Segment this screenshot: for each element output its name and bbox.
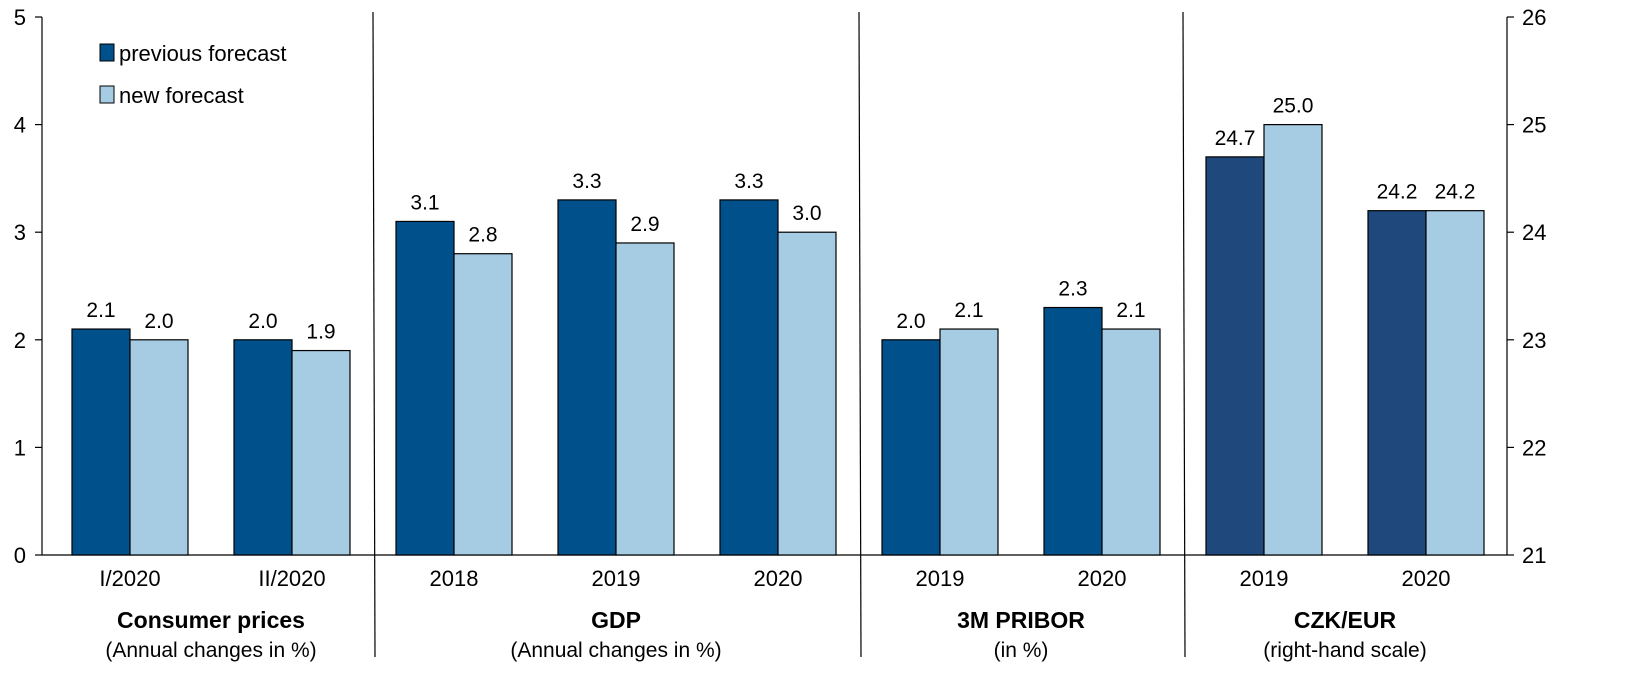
left-tick-label: 5 [14, 5, 26, 30]
group-separator [1182, 11, 1186, 658]
bar-previous [1367, 210, 1427, 556]
data-label: 2.9 [630, 213, 659, 236]
data-labels-layer: 2.1 2.0 2.0 1.9 3.1 2.8 3.3 2.9 3.3 3.0 2.0 2.1 2.3 2… [86, 95, 1475, 344]
group-title: GDP [591, 607, 641, 633]
group-subtitle: (in %) [994, 639, 1049, 662]
legend-swatch-previous [99, 43, 115, 62]
data-label: 2.0 [248, 310, 277, 333]
data-label: 2.1 [1116, 299, 1145, 322]
legend-swatch-new [99, 85, 115, 104]
data-label: 3.1 [410, 191, 439, 214]
data-label: 2.3 [1058, 278, 1087, 301]
data-label: 2.8 [468, 224, 497, 247]
group-title: Consumer prices [117, 607, 305, 633]
category-label: 2020 [1402, 566, 1451, 591]
legend: previous forecast new forecast [99, 41, 287, 108]
category-label: 2018 [430, 566, 479, 591]
category-label: 2020 [1078, 566, 1127, 591]
bars-layer [71, 123, 1485, 556]
group-subtitle: (Annual changes in %) [105, 639, 316, 662]
group-separator [372, 11, 376, 658]
bar-new [939, 328, 999, 556]
data-label: 2.0 [144, 310, 173, 333]
left-tick-label: 2 [14, 328, 26, 353]
bar-new [453, 253, 513, 556]
data-label: 3.3 [572, 170, 601, 193]
bar-previous [1043, 306, 1103, 556]
bar-new [1263, 123, 1323, 556]
bar-previous [395, 220, 455, 556]
right-tick-label: 25 [1522, 113, 1546, 138]
bar-previous [233, 339, 293, 556]
category-labels-layer: I/2020 II/2020 2018 2019 2020 2019 2020 2019 202… [99, 566, 1450, 591]
group-title: CZK/EUR [1294, 607, 1397, 633]
bar-previous [557, 199, 617, 556]
right-tick-label: 21 [1522, 543, 1546, 568]
group-subtitle: (right-hand scale) [1263, 639, 1426, 662]
bar-previous [1205, 156, 1265, 556]
data-label: 1.9 [306, 321, 335, 344]
bar-new [1101, 328, 1161, 556]
category-label: 2019 [916, 566, 965, 591]
data-label: 2.0 [896, 310, 925, 333]
category-label: II/2020 [258, 566, 325, 591]
data-label: 3.3 [734, 170, 763, 193]
category-label: I/2020 [99, 566, 160, 591]
group-separators [372, 11, 1186, 658]
group-subtitle: (Annual changes in %) [510, 639, 721, 662]
right-tick-label: 23 [1522, 328, 1546, 353]
data-label: 2.1 [86, 299, 115, 322]
bar-previous [719, 199, 779, 556]
bar-previous [881, 339, 941, 556]
left-tick-label: 3 [14, 220, 26, 245]
left-tick-label: 1 [14, 435, 26, 460]
group-title: 3M PRIBOR [957, 607, 1085, 633]
right-tick-label: 26 [1522, 5, 1546, 30]
group-separator [858, 11, 862, 658]
right-tick-label: 22 [1522, 435, 1546, 460]
legend-label-previous: previous forecast [119, 41, 287, 66]
left-tick-label: 4 [14, 113, 26, 138]
data-label: 24.7 [1215, 127, 1256, 150]
data-label: 25.0 [1273, 95, 1314, 118]
data-label: 24.2 [1435, 181, 1476, 204]
bar-previous [71, 328, 131, 556]
category-label: 2019 [592, 566, 641, 591]
category-label: 2020 [754, 566, 803, 591]
bar-new [1425, 210, 1485, 556]
right-y-axis: 21 22 23 24 25 26 [1506, 5, 1546, 568]
data-label: 24.2 [1377, 181, 1418, 204]
category-label: 2019 [1240, 566, 1289, 591]
bar-new [291, 349, 351, 556]
bar-new [129, 339, 189, 556]
legend-label-new: new forecast [119, 83, 244, 108]
left-tick-label: 0 [14, 543, 26, 568]
data-label: 2.1 [954, 299, 983, 322]
group-titles-layer: Consumer prices (Annual changes in %) GDP (… [105, 607, 1426, 662]
data-label: 3.0 [792, 202, 821, 225]
right-tick-label: 24 [1522, 220, 1546, 245]
bar-new [615, 242, 675, 556]
bar-new [777, 231, 837, 556]
